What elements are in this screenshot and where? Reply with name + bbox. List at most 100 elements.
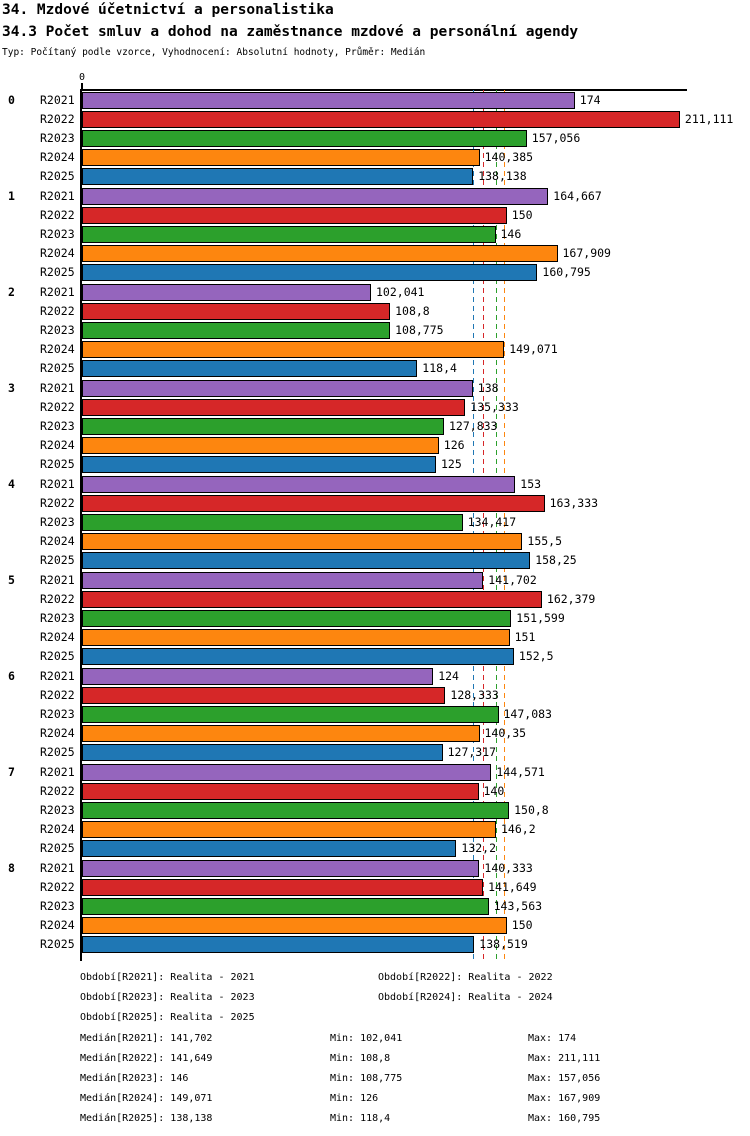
bar-value-label: 146 (500, 227, 522, 241)
series-label: R2024 (40, 534, 75, 548)
bar-R2022 (82, 495, 545, 512)
bar-value-label: 143,563 (493, 899, 543, 913)
series-label: R2022 (40, 304, 75, 318)
bar-R2023 (82, 898, 489, 915)
bar-value-label: 211,111 (684, 112, 734, 126)
median-line-R2025 (473, 90, 475, 961)
bar-R2025 (82, 744, 443, 761)
bar-R2024 (82, 533, 523, 550)
bar-R2025 (82, 264, 538, 281)
bar-value-label: 140,35 (484, 726, 527, 740)
group-index-label: 5 (8, 573, 15, 587)
series-label: R2024 (40, 246, 75, 260)
bar-R2024 (82, 245, 558, 262)
bar-value-label: 153 (520, 477, 542, 491)
stat-max: Max: 211,111 (528, 1053, 601, 1064)
bar-value-label: 160,795 (542, 265, 591, 279)
bar-R2025 (82, 648, 514, 665)
bar-R2023 (82, 418, 444, 435)
stat-max: Max: 167,909 (528, 1093, 601, 1104)
bar-R2025 (82, 840, 457, 857)
bar-value-label: 124 (438, 669, 459, 683)
stat-min: Min: 102,041 (330, 1033, 403, 1044)
median-line-R2023 (495, 90, 497, 961)
bar-R2022 (82, 783, 479, 800)
group-index-label: 4 (8, 477, 15, 491)
series-label: R2023 (40, 515, 75, 529)
bar-value-label: 157,056 (531, 131, 581, 145)
bar-value-label: 127,833 (449, 419, 498, 433)
series-label: R2024 (40, 918, 75, 932)
bar-R2021 (82, 764, 492, 781)
bar-R2024 (82, 629, 510, 646)
bar-value-label: 128,333 (450, 688, 499, 702)
x-axis-tick (81, 83, 83, 89)
bar-R2022 (82, 879, 484, 896)
bar-value-label: 162,379 (546, 592, 596, 606)
bar-R2024 (82, 149, 480, 166)
bar-R2023 (82, 514, 463, 531)
series-label: R2024 (40, 822, 75, 836)
bar-R2023 (82, 130, 527, 147)
series-label: R2024 (40, 342, 75, 356)
bar-value-label: 150 (511, 918, 533, 932)
bar-R2021 (82, 860, 480, 877)
bar-R2023 (82, 322, 391, 339)
stat-median: Medián[R2022]: 141,649 (80, 1053, 213, 1064)
bar-R2025 (82, 936, 475, 953)
series-label: R2023 (40, 227, 75, 241)
bar-R2023 (82, 706, 499, 723)
series-label: R2021 (40, 573, 75, 587)
series-label: R2023 (40, 707, 75, 721)
bar-R2021 (82, 284, 371, 301)
bar-value-label: 151 (514, 630, 536, 644)
series-label: R2024 (40, 726, 75, 740)
bar-value-label: 126 (443, 438, 465, 452)
group-index-label: 7 (8, 765, 15, 779)
bar-value-label: 140,385 (484, 150, 534, 164)
bar-value-label: 135,333 (470, 400, 519, 414)
bar-R2025 (82, 552, 531, 569)
stat-min: Min: 126 (330, 1093, 379, 1104)
stat-median: Medián[R2024]: 149,071 (80, 1093, 213, 1104)
series-label: R2021 (40, 765, 75, 779)
series-label: R2025 (40, 457, 75, 471)
legend-item: Období[R2025]: Realita - 2025 (80, 1012, 255, 1023)
bar-R2021 (82, 188, 549, 205)
bar-R2021 (82, 668, 434, 685)
stat-median: Medián[R2023]: 146 (80, 1073, 189, 1084)
bar-value-label: 141,649 (488, 880, 537, 894)
bar-value-label: 141,702 (488, 573, 537, 587)
bar-value-label: 150 (511, 208, 533, 222)
bar-value-label: 146,2 (501, 822, 536, 836)
series-label: R2022 (40, 784, 75, 798)
bar-R2024 (82, 821, 496, 838)
series-label: R2025 (40, 361, 75, 375)
series-label: R2021 (40, 861, 75, 875)
group-index-label: 2 (8, 285, 15, 299)
bar-R2024 (82, 437, 439, 454)
legend-item: Období[R2024]: Realita - 2024 (378, 992, 553, 1003)
bar-R2022 (82, 687, 446, 704)
bar-value-label: 102,041 (376, 285, 425, 299)
chart-meta-line: Typ: Počítaný podle vzorce, Vyhodnocení:… (2, 47, 426, 58)
x-axis-line (82, 89, 687, 91)
bar-value-label: 150,8 (514, 803, 549, 817)
y-axis-line (80, 89, 82, 961)
bar-value-label: 163,333 (549, 496, 599, 510)
series-label: R2021 (40, 93, 75, 107)
stat-median: Medián[R2025]: 138,138 (80, 1113, 213, 1124)
series-label: R2022 (40, 688, 75, 702)
bar-R2021 (82, 380, 473, 397)
stat-min: Min: 108,775 (330, 1073, 403, 1084)
bar-value-label: 138,138 (478, 169, 527, 183)
median-line-R2024 (504, 90, 506, 961)
bar-value-label: 138 (477, 381, 499, 395)
bar-R2021 (82, 92, 575, 109)
legend-item: Období[R2023]: Realita - 2023 (80, 992, 255, 1003)
group-index-label: 0 (8, 93, 15, 107)
bar-R2022 (82, 111, 680, 128)
bar-value-label: 134,417 (467, 515, 517, 529)
bar-value-label: 127,317 (447, 745, 497, 759)
